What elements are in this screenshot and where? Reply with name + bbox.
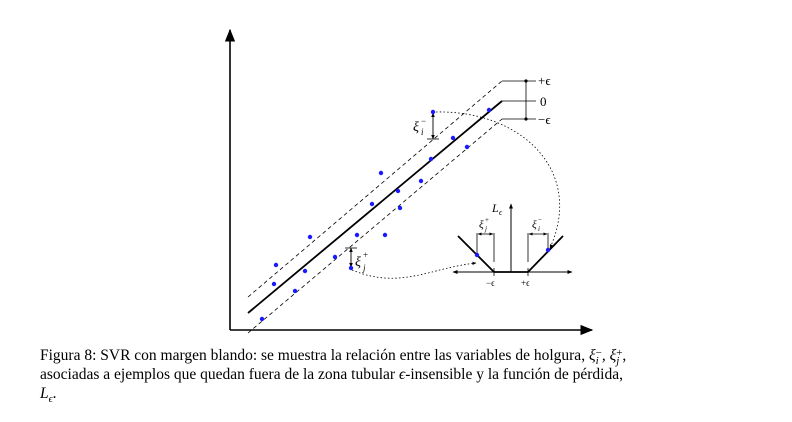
label-plus-epsilon: +ϵ	[538, 73, 551, 88]
data-point	[395, 188, 401, 194]
data-point	[302, 268, 308, 274]
caption-line-1: Figura 8: SVR con margen blando: se mues…	[40, 346, 780, 367]
data-point	[369, 201, 375, 207]
caption-xi-2-sub: j	[616, 355, 620, 367]
label-zero: 0	[540, 94, 547, 109]
xi-j-plus-symbol: ξ	[355, 255, 361, 270]
data-point	[486, 107, 492, 113]
inset-xi-j-sub: j	[484, 225, 487, 233]
data-point	[418, 178, 424, 184]
svg-text:ξ: ξ	[413, 120, 419, 135]
loss-function-inset: L ϵ ξ j + ξ i − −ϵ +ϵ	[452, 201, 573, 288]
data-point	[273, 262, 279, 268]
data-point	[292, 288, 298, 294]
inset-minus-epsilon: −ϵ	[486, 278, 495, 288]
xi-j-plus-sup: +	[363, 250, 368, 260]
slack-xi-i-minus: ξ i −	[413, 112, 439, 140]
tube-lower-boundary	[247, 118, 503, 334]
caption-xi-2: , ξ	[601, 347, 617, 364]
label-minus-epsilon: −ϵ	[538, 112, 551, 127]
data-point	[259, 316, 265, 322]
caption-epsilon: ϵ	[398, 366, 406, 383]
caption-text-2b: -insensible y la función de pérdida,	[405, 366, 623, 383]
caption-text-1: Figura 8: SVR con margen blando: se mues…	[40, 347, 586, 364]
data-point	[397, 205, 403, 211]
caption-line-3-end: .	[52, 385, 57, 402]
loss-label-sub: ϵ	[499, 208, 503, 217]
caption-xi-1-sup: −	[595, 347, 602, 359]
data-point	[271, 281, 277, 287]
tube-upper-boundary	[247, 80, 503, 298]
figure-caption: Figura 8: SVR con margen blando: se mues…	[40, 346, 780, 409]
connector-xi-i	[435, 111, 561, 249]
caption-text-2a: asociadas a ejemplos que quedan fuera de…	[40, 366, 399, 383]
data-point	[382, 232, 388, 238]
data-point	[430, 109, 436, 115]
regression-line	[247, 100, 503, 314]
data-point	[332, 254, 338, 260]
caption-loss-sub: ϵ	[48, 394, 53, 406]
connector-xi-j	[351, 261, 477, 279]
caption-loss-L: L	[40, 385, 49, 402]
data-point	[428, 156, 434, 162]
xi-i-minus-sub: i	[421, 127, 424, 137]
slack-xi-j-plus: ξ j +	[345, 247, 368, 273]
caption-xi-1-sub: i	[595, 355, 599, 367]
inset-xi-i-sub: i	[538, 225, 540, 233]
data-point	[450, 135, 456, 141]
xi-i-minus-sup: −	[421, 116, 426, 126]
loss-label-L: L	[491, 201, 499, 215]
caption-xi-2-sup: +	[616, 347, 623, 359]
inset-xi-i: ξ	[532, 219, 537, 231]
data-point	[464, 144, 470, 150]
data-point	[354, 232, 360, 238]
inset-point-xi-i	[545, 247, 551, 253]
xi-j-plus-sub: j	[362, 263, 366, 273]
data-point	[378, 170, 384, 176]
data-point	[307, 234, 313, 240]
data-point	[348, 265, 354, 271]
inset-xi-i-sup: −	[538, 216, 542, 224]
data-points	[259, 107, 492, 322]
caption-xi-1: ξ	[585, 347, 596, 364]
xi-i-minus-symbol: ξ	[413, 120, 419, 135]
epsilon-scale: +ϵ 0 −ϵ	[502, 73, 551, 127]
svr-diagram: +ϵ 0 −ϵ ξ i − ξ j + L ϵ	[224, 28, 594, 336]
inset-xi-j-sup: +	[485, 216, 489, 224]
inset-point-xi-j	[474, 252, 480, 258]
caption-line-1-end: ,	[622, 347, 627, 364]
caption-line-2: asociadas a ejemplos que quedan fuera de…	[40, 365, 780, 384]
inset-xi-j: ξ	[479, 219, 484, 231]
inset-plus-epsilon: +ϵ	[521, 278, 530, 288]
caption-line-3: Lϵ.	[40, 384, 780, 409]
